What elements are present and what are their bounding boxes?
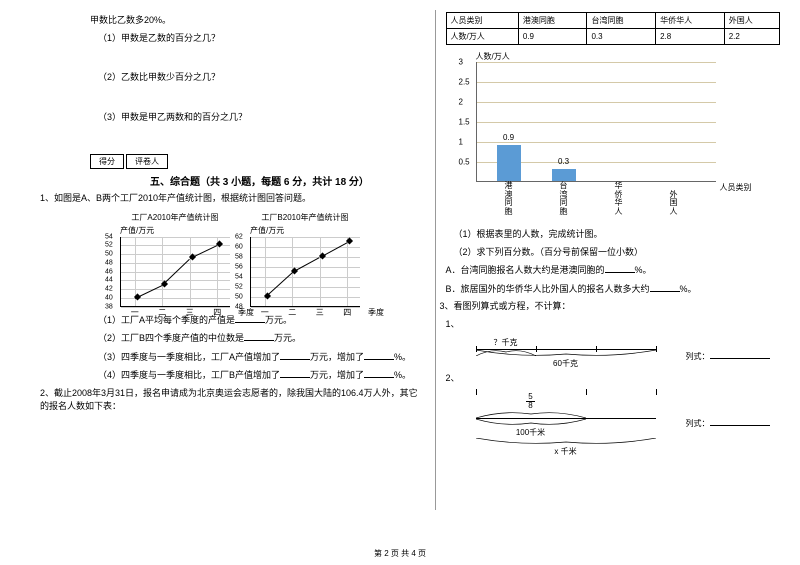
d1-top-label: ？千克 — [494, 338, 518, 347]
q5-1: 1、如图是A、B两个工厂2010年产值统计图，根据统计图回答问题。 — [40, 192, 425, 206]
chart-b: 4850525456586062一二三四季度 — [250, 237, 360, 307]
d1-lieshi: 列式： — [686, 349, 770, 362]
q5-2: 2、截止2008年3月31日，报名申请成为北京奥运会志愿者的，除我国大陆的106… — [40, 387, 425, 414]
right-column: 人员类别 港澳同胞 台湾同胞 华侨华人 外国人 人数/万人 0.9 0.3 2.… — [446, 10, 781, 510]
table-row: 人数/万人 0.9 0.3 2.8 2.2 — [446, 29, 780, 45]
th-cat: 人员类别 — [446, 13, 518, 29]
chart-a: 384042444648505254一二三四季度 — [120, 237, 230, 307]
blank — [364, 368, 394, 378]
d2-bot-label: x 千米 — [476, 446, 656, 457]
q3: （3）甲数是甲乙两数和的百分之几？ — [98, 111, 425, 125]
q5-1-sub3: （3）四季度与一季度相比，工厂A产值增加了 万元，增加了 %。 — [98, 350, 425, 365]
d2-lieshi: 列式： — [686, 416, 770, 429]
chart-a-ylabel: 产值/万元 — [120, 225, 230, 236]
chart-b-title: 工厂B2010年产值统计图 — [250, 212, 360, 223]
line-charts-row: 工厂A2010年产值统计图 产值/万元 384042444648505254一二… — [120, 212, 425, 307]
blank — [650, 282, 680, 292]
chart-b-wrap: 工厂B2010年产值统计图 产值/万元 4850525456586062一二三四… — [250, 212, 360, 307]
v2: 0.3 — [587, 29, 656, 45]
blank — [710, 416, 770, 426]
rB-a: B．旅居国外的华侨华人比外国人的报名人数多大约 — [446, 284, 650, 294]
table-row: 人员类别 港澳同胞 台湾同胞 华侨华人 外国人 — [446, 13, 780, 29]
blank — [280, 368, 310, 378]
d2-lieshi-label: 列式： — [686, 419, 710, 428]
blank — [364, 350, 394, 360]
r2: （2）求下列百分数。（百分号前保留一位小数） — [454, 246, 781, 260]
th-1: 港澳同胞 — [518, 13, 587, 29]
chart-b-ylabel: 产值/万元 — [250, 225, 360, 236]
th-3: 华侨华人 — [656, 13, 725, 29]
d1-bot-brace: 60千克 — [476, 350, 656, 366]
chart-a-title: 工厂A2010年产值统计图 — [120, 212, 230, 223]
rA-a: A．台湾同胞报名人数大约是港澳同胞的 — [446, 265, 605, 275]
v1: 0.9 — [518, 29, 587, 45]
th-4: 外国人 — [724, 13, 779, 29]
diagram-1: ？千克 60千克 列式： — [476, 337, 781, 366]
blank — [605, 263, 635, 273]
blank — [244, 331, 274, 341]
score-box: 得分 — [90, 154, 124, 169]
sub4-a: （4）四季度与一季度相比，工厂B产值增加了 — [98, 370, 280, 380]
q5-1-sub2: （2）工厂B四个季度产值的中位数是 万元。 — [98, 331, 425, 346]
rB: B．旅居国外的华侨华人比外国人的报名人数多大约 %。 — [446, 282, 781, 297]
blank — [710, 349, 770, 359]
r1: （1）根据表里的人数，完成统计图。 — [454, 228, 781, 242]
bar-ylabel: 人数/万人 — [476, 51, 781, 62]
sub3-b: 万元，增加了 — [310, 352, 364, 362]
rA-s: %。 — [635, 265, 652, 275]
sub2-u: 万元。 — [274, 333, 301, 343]
th-2: 台湾同胞 — [587, 13, 656, 29]
volunteer-table: 人员类别 港澳同胞 台湾同胞 华侨华人 外国人 人数/万人 0.9 0.3 2.… — [446, 12, 781, 45]
d2-num: 2、 — [446, 372, 781, 386]
q5-1-sub4: （4）四季度与一季度相比，工厂B产值增加了 万元，增加了 %。 — [98, 368, 425, 383]
row-label: 人数/万人 — [446, 29, 518, 45]
chart-a-wrap: 工厂A2010年产值统计图 产值/万元 384042444648505254一二… — [120, 212, 230, 307]
v4: 2.2 — [724, 29, 779, 45]
q1: （1）甲数是乙数的百分之几？ — [98, 32, 425, 46]
rB-s: %。 — [680, 284, 697, 294]
sub3-a: （3）四季度与一季度相比，工厂A产值增加了 — [98, 352, 280, 362]
diagram-2: 58 100千米 x 千米 列式： — [476, 392, 781, 457]
column-divider — [435, 10, 436, 510]
q3: 3、看图列算式或方程，不计算： — [440, 300, 781, 314]
score-row: 得分评卷人 — [90, 154, 425, 169]
sub4-c: %。 — [394, 370, 411, 380]
grader-box: 评卷人 — [126, 154, 168, 169]
sub2-a: （2）工厂B四个季度产值的中位数是 — [98, 333, 244, 343]
d1-top-brace: ？千克 — [476, 337, 536, 349]
d1-bot-label: 60千克 — [553, 359, 578, 368]
d1-num: 1、 — [446, 318, 781, 332]
d2-frac: 58 — [476, 392, 586, 410]
d2-mid-label: 100千米 — [476, 427, 586, 438]
rA: A．台湾同胞报名人数大约是港澳同胞的 %。 — [446, 263, 781, 278]
left-column: 甲数比乙数多20%。 （1）甲数是乙数的百分之几？ （2）乙数比甲数少百分之几？… — [90, 10, 425, 510]
page-footer: 第 2 页 共 4 页 — [0, 548, 800, 559]
sub3-c: %。 — [394, 352, 411, 362]
d1-lieshi-label: 列式： — [686, 352, 710, 361]
intro-text: 甲数比乙数多20%。 — [90, 14, 425, 28]
section-5-title: 五、综合题（共 3 小题，每题 6 分，共计 18 分） — [150, 173, 425, 188]
blank — [280, 350, 310, 360]
v3: 2.8 — [656, 29, 725, 45]
q2: （2）乙数比甲数少百分之几？ — [98, 71, 425, 85]
sub4-b: 万元，增加了 — [310, 370, 364, 380]
bar-chart: 0.511.522.530.9港澳同胞0.3台湾同胞华侨华人外国人人员类别 — [476, 62, 716, 182]
